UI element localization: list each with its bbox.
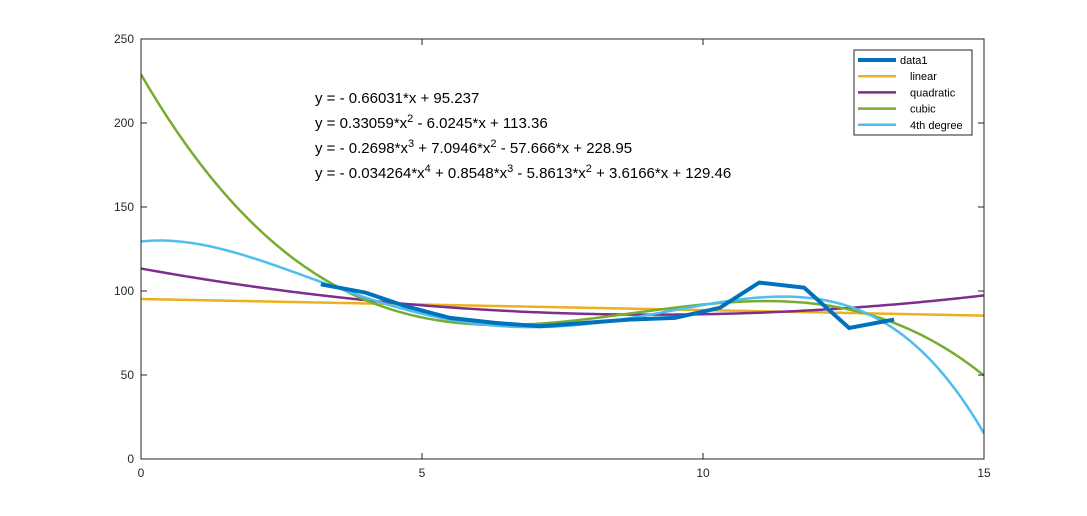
legend-label-4th-degree: 4th degree (910, 120, 963, 132)
series-line-cubic (141, 73, 984, 377)
y-tick-label: 0 (127, 452, 134, 466)
x-tick-label: 10 (696, 466, 710, 480)
series-line-linear (141, 297, 984, 317)
x-tick-label: 0 (138, 466, 145, 480)
y-tick-label: 200 (114, 116, 134, 130)
legend-label-quadratic: quadratic (910, 87, 956, 99)
legend: data1 linear quadratic cubic 4th degree (853, 49, 973, 136)
axes-box (140, 38, 985, 460)
y-tick-label: 100 (114, 284, 134, 298)
legend-label-cubic: cubic (910, 104, 936, 116)
annotation-layer: y = - 0.66031*x + 95.237 y = 0.33059*x2 -… (315, 90, 731, 182)
x-tick-label: 15 (977, 466, 991, 480)
equation-annotation: y = - 0.2698*x3 + 7.0946*x2 - 57.666*x +… (315, 138, 632, 157)
y-tick-label: 250 (114, 32, 134, 46)
legend-label-linear: linear (910, 71, 937, 83)
series-line-data1 (320, 280, 895, 331)
series-layer (141, 73, 984, 435)
equation-annotation: y = 0.33059*x2 - 6.0245*x + 113.36 (315, 113, 548, 132)
x-tick-label: 5 (419, 466, 426, 480)
y-tick-label: 50 (121, 368, 135, 382)
equation-annotation: y = - 0.66031*x + 95.237 (315, 90, 479, 107)
equation-annotation: y = - 0.034264*x4 + 0.8548*x3 - 5.8613*x… (315, 163, 731, 182)
y-tick-label: 150 (114, 200, 134, 214)
legend-label-data1: data1 (900, 55, 928, 67)
